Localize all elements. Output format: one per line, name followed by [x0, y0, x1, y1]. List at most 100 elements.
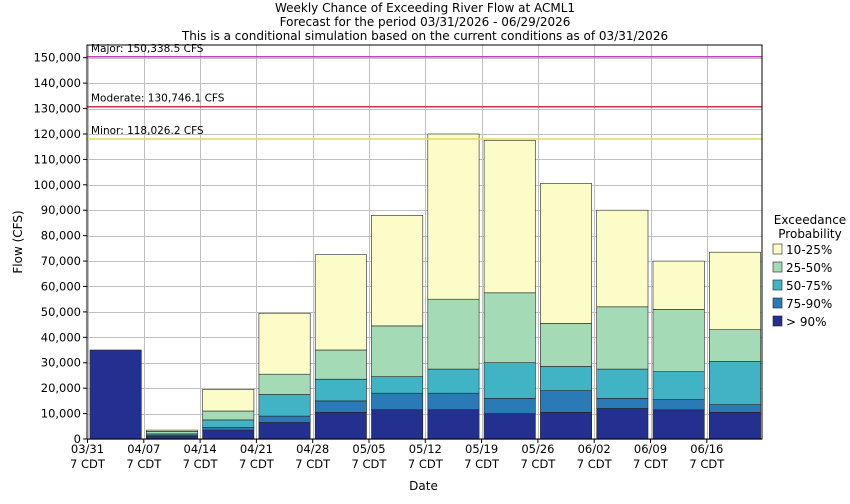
bar-segment-p75_90 [652, 399, 705, 411]
y-tick-label: 120,000 [33, 127, 81, 141]
bar-segment-p10_25 [146, 429, 198, 432]
plot-area [87, 45, 762, 439]
grid [87, 45, 762, 440]
legend-swatch-p50_75 [772, 279, 783, 291]
x-tick-sublabel: 7 CDT [633, 457, 669, 471]
bar-segment-p75_90 [371, 392, 424, 411]
bar-segment-p50_75 [708, 361, 761, 406]
y-tick-label: 140,000 [33, 76, 81, 90]
bar-segment-p75_90 [708, 404, 761, 413]
threshold-label: Moderate: 130,746.1 CFS [91, 93, 225, 105]
bar-segment-gt90 [258, 422, 311, 440]
x-tick-label: 05/05 [352, 442, 385, 456]
bar-segment-p25_50 [146, 431, 198, 435]
legend-swatch-p10_25 [772, 243, 783, 255]
legend-swatch-gt90 [772, 315, 783, 327]
bar-segment-gt90 [596, 408, 649, 440]
chart-title: Weekly Chance of Exceeding River Flow at… [181, 1, 668, 43]
bar-segment-p50_75 [371, 376, 424, 394]
bar-segment-p10_25 [708, 251, 761, 330]
bar-segment-gt90 [483, 413, 536, 440]
bar-segment-p10_25 [540, 183, 593, 324]
bar-segment-p25_50 [708, 329, 761, 362]
legend-label: 25-50% [786, 261, 832, 275]
bar-segment-gt90 [652, 409, 705, 440]
bar-segment-p50_75 [483, 362, 536, 399]
bar-segment-p50_75 [314, 378, 367, 402]
legend-swatch-p25_50 [772, 261, 783, 273]
x-tick-label: 06/16 [690, 442, 723, 456]
title-line-1: Weekly Chance of Exceeding River Flow at… [275, 1, 575, 15]
bar-segment-gt90 [202, 429, 255, 440]
bar-segment-gt90 [427, 409, 480, 440]
title-line-3: This is a conditional simulation based o… [181, 29, 668, 43]
bar-segment-p25_50 [202, 410, 255, 421]
bar-segment-p75_90 [258, 415, 311, 423]
bar-segment-p25_50 [371, 325, 424, 377]
bar-segment-p25_50 [652, 309, 705, 372]
legend-label: 10-25% [786, 243, 832, 257]
title-line-2: Forecast for the period 03/31/2026 - 06/… [280, 15, 571, 29]
bar-segment-p50_75 [427, 368, 480, 394]
x-tick-label: 04/28 [296, 442, 329, 456]
bar-segment-gt90 [89, 349, 142, 440]
x-tick-sublabel: 7 CDT [70, 457, 106, 471]
threshold-label: Major: 150,338.5 CFS [91, 43, 204, 55]
y-tick-label: 130,000 [33, 102, 81, 116]
x-tick-label: 04/21 [240, 442, 273, 456]
bar-segment-p10_25 [483, 140, 536, 294]
axes: 0 10,000 20,000 30,000 40,000 50,000 60,000 70,… [11, 44, 763, 493]
x-tick-sublabel: 7 CDT [520, 457, 556, 471]
bar-segment-p25_50 [427, 298, 480, 370]
bar-segment-p75_90 [596, 397, 649, 409]
y-axis-title: Flow (CFS) [11, 210, 25, 273]
bar-segment-p25_50 [314, 349, 367, 380]
legend-swatch-p75_90 [772, 297, 783, 309]
legend-label: 50-75% [786, 279, 832, 293]
x-tick-label: 05/12 [409, 442, 442, 456]
x-tick-label: 06/02 [578, 442, 611, 456]
bar-segment-p50_75 [652, 371, 705, 400]
bar-segment-p75_90 [202, 427, 255, 431]
bar-segment-p25_50 [483, 292, 536, 363]
x-tick-label: 04/07 [127, 442, 160, 456]
legend-title-line-2: Probability [778, 227, 841, 241]
x-tick-sublabel: 7 CDT [295, 457, 331, 471]
x-tick-sublabel: 7 CDT [352, 457, 388, 471]
y-tick-label: 70,000 [41, 254, 81, 268]
x-axis-title: Date [409, 479, 438, 493]
y-tick-label: 80,000 [41, 229, 81, 243]
bar-segment-p10_25 [371, 215, 424, 327]
x-tick-label: 05/26 [521, 442, 554, 456]
x-tick-label: 03/31 [71, 442, 104, 456]
bar-segment-p10_25 [596, 209, 649, 308]
y-tick-label: 150,000 [33, 51, 81, 65]
bar-segment-gt90 [708, 411, 761, 440]
x-tick-sublabel: 7 CDT [464, 457, 500, 471]
bar-segment-gt90 [371, 409, 424, 440]
legend-label: 75-90% [786, 297, 832, 311]
bar-segment-p10_25 [652, 260, 705, 310]
x-tick-label: 05/19 [465, 442, 498, 456]
bar-segment-p75_90 [540, 390, 593, 413]
y-tick-label: 60,000 [41, 279, 81, 293]
x-tick-sublabel: 7 CDT [183, 457, 219, 471]
y-tick-label: 50,000 [41, 305, 81, 319]
legend-label: > 90% [786, 315, 827, 329]
y-tick-label: 0 [74, 432, 81, 446]
y-tick-label: 10,000 [41, 407, 81, 421]
x-tick-sublabel: 7 CDT [408, 457, 444, 471]
bar-segment-p25_50 [258, 373, 311, 395]
x-tick-label: 06/09 [634, 442, 667, 456]
bar-segment-gt90 [314, 411, 367, 440]
y-tick-label: 90,000 [41, 203, 81, 217]
bar-segment-p10_25 [258, 312, 311, 375]
bar-segment-p50_75 [540, 366, 593, 392]
bar-segment-p10_25 [202, 389, 255, 412]
bar-segment-p10_25 [314, 254, 367, 351]
y-tick-label: 110,000 [33, 152, 81, 166]
bar-segment-p50_75 [202, 419, 255, 428]
threshold-label: Minor: 118,026.2 CFS [91, 125, 204, 137]
